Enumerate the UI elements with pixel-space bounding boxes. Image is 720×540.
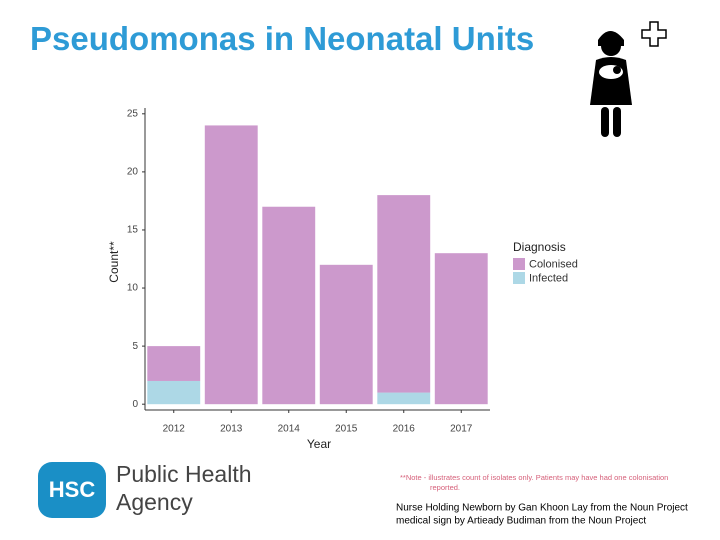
- y-tick-label: 0: [132, 399, 138, 410]
- x-tick-label: 2012: [163, 424, 186, 435]
- x-tick-label: 2016: [393, 424, 416, 435]
- y-tick-label: 25: [127, 108, 139, 119]
- logo-badge-text: HSC: [49, 477, 96, 502]
- y-tick-label: 20: [127, 167, 139, 178]
- bar-segment: [204, 125, 258, 405]
- y-tick-label: 15: [127, 225, 139, 236]
- note: reported.: [430, 483, 460, 492]
- legend-swatch: [513, 258, 525, 270]
- nurse-icon: [590, 31, 632, 137]
- bar-segment: [319, 264, 373, 405]
- bar-segment: [434, 253, 488, 405]
- logo-text: Agency: [116, 489, 193, 515]
- legend-label: Infected: [529, 272, 568, 284]
- legend-label: Colonised: [529, 258, 578, 270]
- logo-badge: [38, 462, 106, 518]
- y-axis-label: Count**: [107, 241, 121, 283]
- credit: Nurse Holding Newborn by Gan Khoon Lay f…: [396, 503, 688, 514]
- slide-title: Pseudomonas in Neonatal Units: [30, 20, 535, 57]
- note: **Note - illustrates count of isolates o…: [400, 473, 668, 482]
- medical-cross-icon: [641, 21, 667, 47]
- bar-segment: [147, 380, 201, 405]
- x-axis-label: Year: [307, 437, 331, 451]
- x-tick-label: 2017: [450, 424, 473, 435]
- legend-swatch: [513, 272, 525, 284]
- logo-text: Public Health: [116, 461, 252, 487]
- bar-segment: [262, 206, 316, 405]
- y-tick-label: 5: [132, 341, 138, 352]
- credit: medical sign by Artieady Budiman from th…: [396, 516, 646, 527]
- bar-segment: [377, 195, 431, 393]
- x-tick-label: 2013: [220, 424, 243, 435]
- y-tick-label: 10: [127, 283, 139, 294]
- x-tick-label: 2015: [335, 424, 358, 435]
- x-tick-label: 2014: [278, 424, 301, 435]
- bar-segment: [147, 346, 201, 381]
- bar-segment: [377, 392, 431, 405]
- legend-title: Diagnosis: [513, 240, 566, 254]
